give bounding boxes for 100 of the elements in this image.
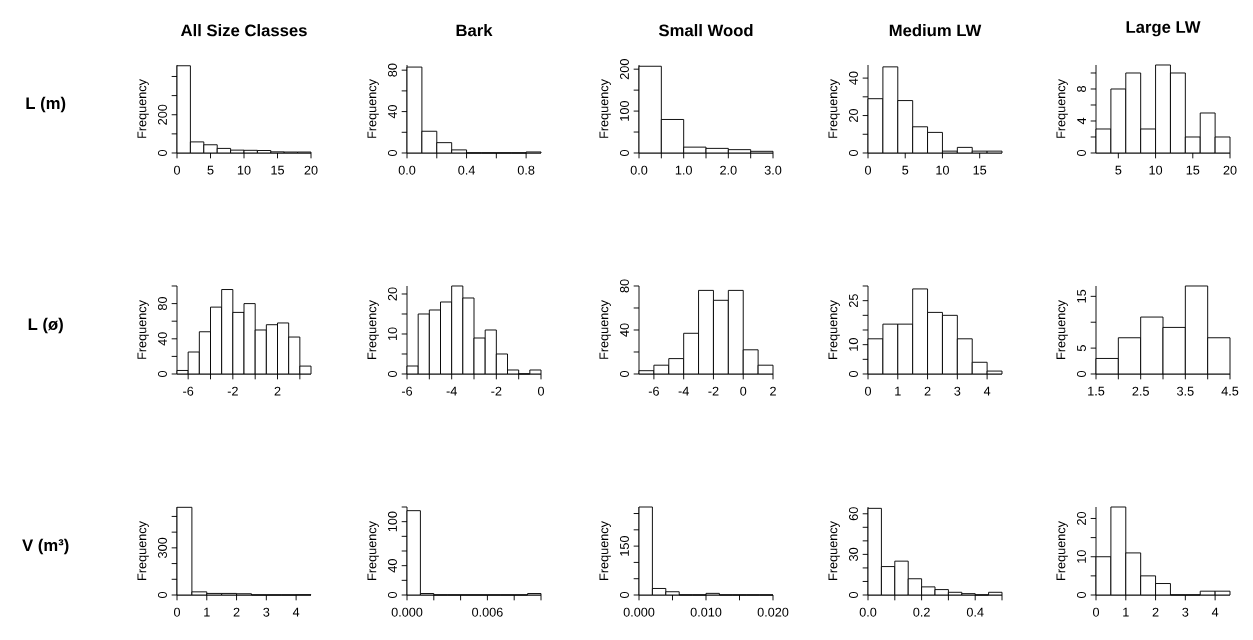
x-tick-label: 2 — [233, 607, 240, 617]
y-tick-label: 40 — [387, 559, 397, 573]
x-tick-label: 0 — [864, 165, 872, 175]
x-tick-label: 0 — [864, 386, 872, 396]
y-axis-title: Frequency — [599, 79, 611, 138]
x-tick-label: 0 — [173, 607, 181, 617]
y-tick-label: 60 — [849, 507, 858, 521]
y-axis-title: Frequency — [828, 300, 840, 359]
y-tick-label: 80 — [387, 63, 397, 77]
y-tick-label: 0 — [1077, 591, 1086, 599]
y-tick-label: 40 — [387, 105, 397, 119]
y-tick-label: 0 — [387, 370, 397, 378]
x-tick-label: 4 — [983, 386, 991, 396]
x-tick-label: 0 — [740, 386, 747, 396]
y-tick-label: 10 — [849, 338, 858, 351]
y-axis-title: Frequency — [137, 300, 149, 359]
y-tick-label: 40 — [619, 323, 629, 337]
x-tick-label: 3 — [263, 607, 270, 617]
text: L (m) — [26, 96, 66, 113]
chart-title: Medium LW — [889, 24, 982, 37]
x-tick-label: 20 — [1223, 165, 1237, 175]
x-tick-label: 5 — [1115, 165, 1122, 175]
x-tick-label: 0.0 — [398, 165, 416, 175]
y-tick-label: 40 — [157, 332, 167, 346]
x-tick-label: 0.0 — [859, 607, 877, 617]
y-axis-title: Frequency — [1056, 79, 1068, 138]
chart-title: Bark — [456, 24, 493, 37]
x-tick-label: 0 — [173, 165, 181, 175]
text: V (m³) — [22, 538, 69, 555]
x-tick-label: 4 — [292, 607, 300, 617]
x-tick-label: 3 — [1182, 607, 1189, 617]
y-tick-label: 0 — [619, 591, 629, 599]
y-tick-label: 0 — [849, 370, 858, 378]
y-tick-label: 200 — [619, 59, 629, 80]
x-tick-label: 1 — [204, 607, 210, 617]
y-tick-label: 0 — [1077, 149, 1086, 157]
x-tick-label: 2 — [1152, 607, 1159, 617]
y-tick-label: 15 — [1077, 289, 1086, 303]
x-tick-label: 4.5 — [1221, 386, 1239, 396]
x-tick-label: 1 — [895, 386, 901, 396]
y-tick-label: 100 — [387, 511, 397, 532]
y-tick-label: 80 — [619, 279, 629, 293]
y-tick-label: 80 — [157, 297, 167, 311]
y-tick-label: 0 — [157, 591, 167, 599]
x-tick-label: 0.000 — [623, 607, 655, 617]
y-tick-label: 20 — [1077, 511, 1086, 525]
x-tick-label: 1 — [1123, 607, 1129, 617]
x-tick-label: 2.5 — [1132, 386, 1149, 396]
x-tick-label: -4 — [678, 386, 689, 396]
x-tick-label: 0.000 — [391, 607, 423, 617]
x-tick-label: 0.006 — [472, 607, 503, 617]
x-tick-label: 15 — [973, 165, 987, 175]
y-tick-label: 40 — [849, 71, 858, 85]
y-axis-title: Frequency — [1056, 521, 1068, 580]
chart-title: Large LW — [1126, 21, 1201, 37]
x-tick-label: 0.0 — [630, 165, 648, 175]
x-tick-label: -4 — [446, 386, 457, 396]
y-tick-label: 0 — [619, 149, 629, 157]
x-tick-label: 0.2 — [913, 607, 930, 617]
y-axis-title: Frequency — [1056, 300, 1068, 359]
x-tick-label: 2 — [924, 386, 931, 396]
x-tick-label: 10 — [936, 165, 949, 175]
y-axis-title: Frequency — [367, 300, 379, 359]
y-tick-label: 0 — [387, 591, 397, 599]
x-tick-label: 0.8 — [517, 165, 535, 175]
y-tick-label: 0 — [157, 149, 167, 157]
x-tick-label: 0.020 — [757, 607, 789, 617]
y-tick-label: 100 — [619, 101, 629, 121]
text: L (ø) — [28, 317, 63, 334]
x-tick-label: 5 — [207, 165, 214, 175]
x-tick-label: -2 — [708, 386, 719, 396]
x-tick-label: 2 — [770, 386, 776, 396]
x-tick-label: -6 — [401, 386, 413, 396]
x-tick-label: 0.4 — [458, 165, 475, 175]
y-axis-title: Frequency — [367, 79, 379, 138]
x-tick-label: 3.5 — [1177, 386, 1194, 396]
y-axis-title: Frequency — [137, 79, 149, 138]
y-tick-label: 8 — [1077, 86, 1086, 92]
x-tick-label: 0 — [537, 386, 545, 396]
y-tick-label: 300 — [157, 537, 167, 558]
y-tick-label: 20 — [849, 109, 858, 122]
y-tick-label: 0 — [849, 591, 858, 599]
x-tick-label: -6 — [648, 386, 659, 396]
y-tick-label: 200 — [157, 104, 167, 125]
x-tick-label: 15 — [1186, 165, 1200, 175]
x-tick-label: 0.010 — [690, 607, 722, 617]
x-tick-label: 3 — [954, 386, 961, 396]
x-tick-label: 20 — [304, 165, 318, 175]
y-tick-label: 150 — [619, 536, 629, 556]
x-tick-label: -6 — [183, 386, 194, 396]
x-tick-label: 5 — [902, 165, 909, 175]
x-tick-label: 10 — [1149, 165, 1163, 175]
x-tick-label: 2.0 — [720, 165, 737, 175]
chart-title: Small Wood — [658, 24, 753, 37]
y-axis-title: Frequency — [367, 521, 379, 580]
x-tick-label: 1.0 — [675, 165, 692, 175]
x-tick-label: 0.4 — [966, 607, 984, 617]
y-axis-title: Frequency — [828, 79, 840, 138]
y-tick-label: 4 — [1077, 117, 1086, 125]
y-tick-label: 0 — [157, 370, 167, 378]
